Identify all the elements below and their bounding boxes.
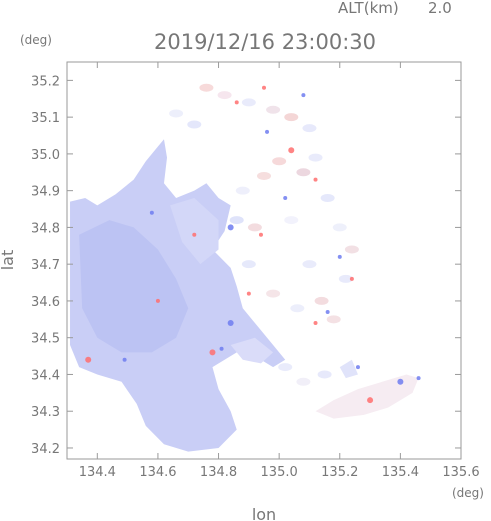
y-tick-label: 34.8 <box>31 221 60 236</box>
x-tick-label: 135.2 <box>321 465 358 480</box>
y-tick-label: 35.2 <box>31 74 60 89</box>
velocity-cell <box>227 319 234 326</box>
velocity-cell <box>209 349 216 356</box>
echo-area-east-tongue <box>230 337 274 364</box>
echo-spot <box>257 171 271 180</box>
echo-spot <box>317 370 332 379</box>
x-tick-label: 135.6 <box>442 465 479 480</box>
velocity-cell <box>301 93 306 98</box>
echo-spot <box>241 260 256 269</box>
x-tick-label: 134.8 <box>200 465 237 480</box>
echo-area-north <box>170 198 219 265</box>
lat-unit: (deg) <box>20 33 52 47</box>
y-tick-label: 34.4 <box>31 368 60 383</box>
velocity-cell <box>288 147 295 154</box>
echo-spot <box>332 223 347 232</box>
velocity-cell <box>155 298 160 303</box>
echo-spot <box>266 105 281 114</box>
y-tick-label: 34.5 <box>31 332 60 347</box>
velocity-cell <box>262 85 266 90</box>
echo-spot <box>199 83 214 92</box>
echo-spot <box>326 315 341 324</box>
velocity-cell <box>246 291 251 296</box>
velocity-cell <box>349 276 354 281</box>
chart-timestamp: 2019/12/16 23:00:30 <box>154 30 376 54</box>
echo-spot <box>278 363 293 372</box>
echo-spot <box>272 157 287 166</box>
y-tick-label: 34.6 <box>31 295 60 310</box>
echo-area-southeast-north <box>339 359 358 379</box>
velocity-cell <box>234 100 239 105</box>
velocity-cell <box>337 254 342 259</box>
y-tick-label: 35.0 <box>31 148 60 163</box>
y-axis-title: lat <box>0 250 17 271</box>
echo-spot <box>241 98 256 107</box>
echo-field <box>70 83 421 452</box>
echo-spot <box>217 91 232 100</box>
echo-spot <box>302 260 317 269</box>
velocity-cell <box>258 232 263 237</box>
echo-spot <box>344 245 359 254</box>
velocity-cell <box>367 397 374 404</box>
x-tick-label: 134.4 <box>79 465 116 480</box>
tick-group: 134.4 134.6 134.8 135.0 135.2 135.4 135.6 34.2 3… <box>31 62 480 480</box>
echo-spot <box>296 377 311 386</box>
x-tick-label: 135.4 <box>382 465 419 480</box>
y-tick-label: 35.1 <box>31 111 60 126</box>
echo-spot <box>266 289 281 298</box>
echo-spot <box>314 296 329 305</box>
velocity-cell <box>192 232 197 237</box>
velocity-cell <box>85 356 92 363</box>
y-tick-label: 34.7 <box>31 258 60 273</box>
velocity-cell <box>397 378 404 385</box>
echo-spot <box>302 124 317 133</box>
lon-unit: (deg) <box>452 486 484 500</box>
x-axis-title: lon <box>252 505 276 521</box>
echo-spot <box>284 216 299 225</box>
x-tick-label: 135.0 <box>261 465 298 480</box>
echo-spot <box>308 153 323 162</box>
echo-spot <box>247 223 262 232</box>
echo-spot <box>320 194 335 203</box>
echo-spot <box>169 109 184 118</box>
velocity-cell <box>325 309 330 314</box>
velocity-cell <box>149 210 154 215</box>
echo-spot <box>296 168 311 177</box>
echo-spot <box>284 113 299 122</box>
velocity-cell <box>283 196 288 201</box>
echo-spot <box>229 216 244 225</box>
velocity-cell <box>265 129 270 134</box>
velocity-cell <box>227 224 234 231</box>
y-tick-label: 34.9 <box>31 185 60 200</box>
plot-frame <box>66 61 462 460</box>
altitude-label: ALT(km) <box>338 0 399 17</box>
echo-spot <box>338 274 353 283</box>
echo-area-core <box>79 220 189 353</box>
x-tick-label: 134.6 <box>139 465 176 480</box>
echo-spot <box>235 186 250 195</box>
altitude-value: 2.0 <box>428 0 452 17</box>
echo-spot <box>187 120 202 129</box>
velocity-cell <box>355 365 360 370</box>
velocity-cell <box>313 177 318 182</box>
velocity-cell <box>416 376 421 381</box>
velocity-cell <box>122 357 127 362</box>
velocity-cell <box>313 320 318 325</box>
y-tick-label: 34.3 <box>31 405 60 420</box>
echo-spot <box>290 304 305 313</box>
y-tick-label: 34.2 <box>31 442 60 457</box>
echo-area-southeast <box>315 374 419 419</box>
velocity-cell <box>219 346 224 351</box>
